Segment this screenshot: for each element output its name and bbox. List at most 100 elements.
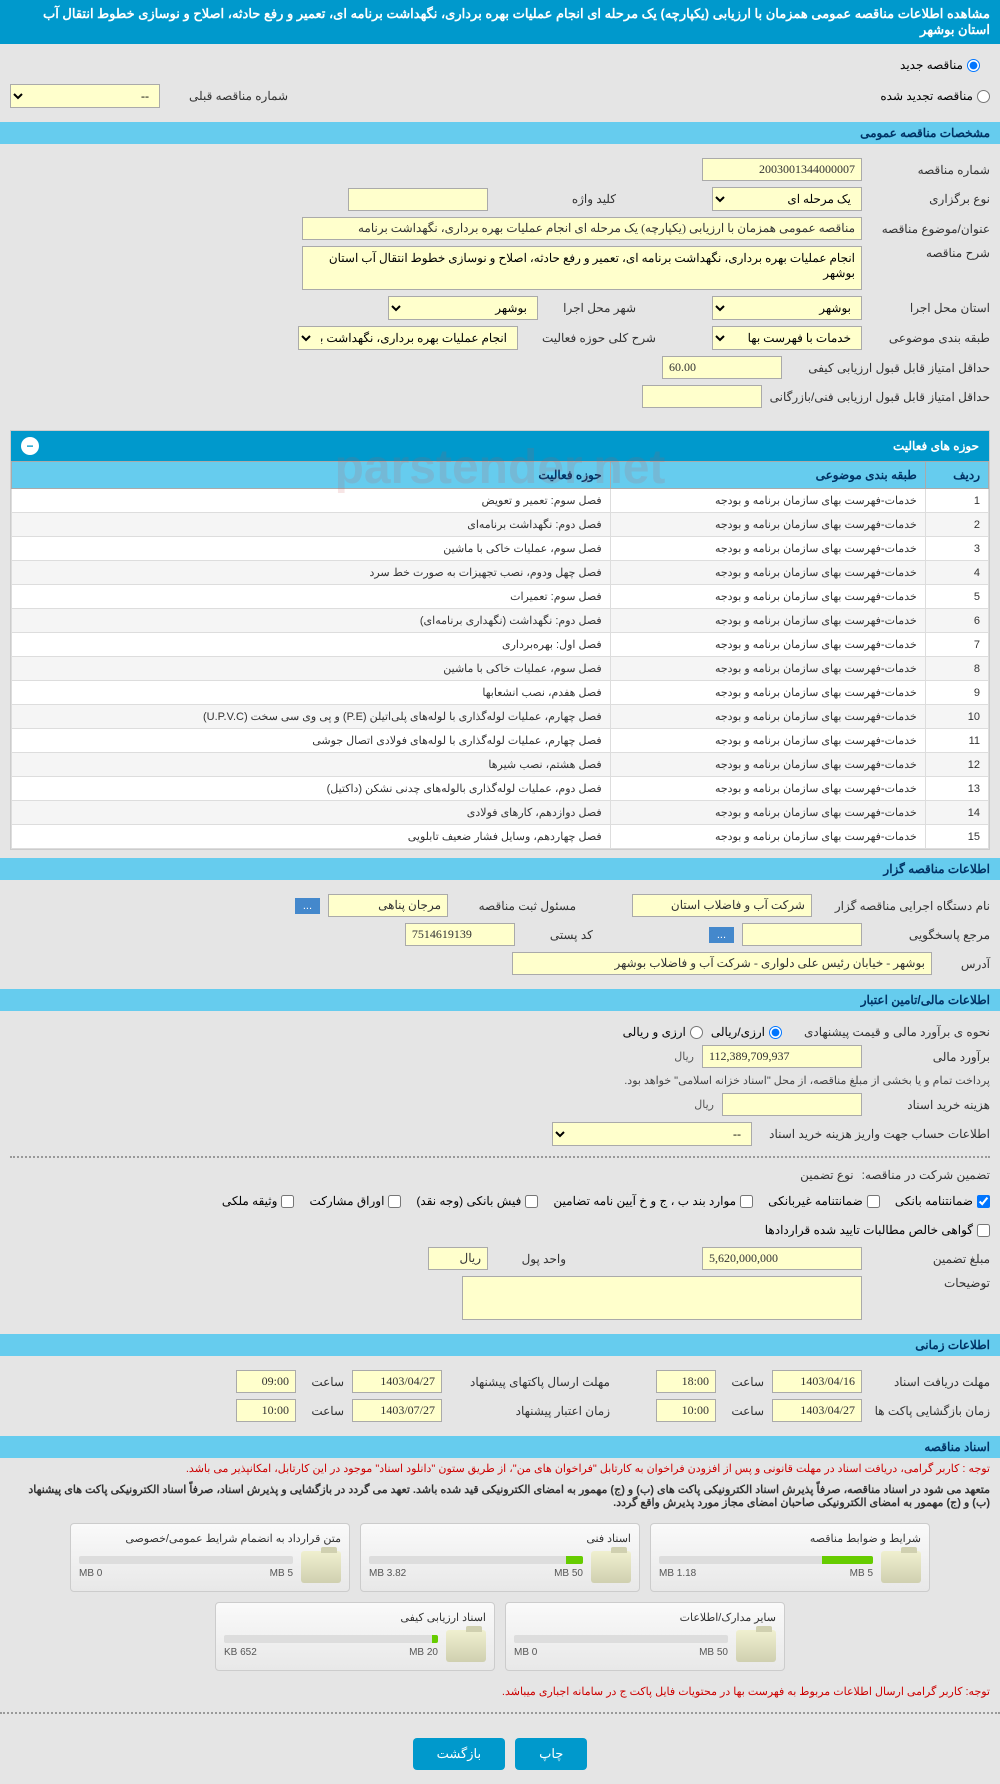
table-cell: خدمات-فهرست بهای سازمان برنامه و بودجه <box>610 609 925 633</box>
estimate-input[interactable] <box>702 1045 862 1068</box>
account-select[interactable]: -- <box>552 1122 752 1146</box>
scope-select[interactable]: انجام عملیات بهره برداری، نگهداشت برنامه… <box>298 326 518 350</box>
time-label-1: ساعت <box>724 1375 764 1389</box>
min-tech-input[interactable] <box>642 385 762 408</box>
validity-date[interactable] <box>352 1399 442 1422</box>
financial-header: اطلاعات مالی/تامین اعتبار <box>0 989 1000 1011</box>
table-cell: 14 <box>925 801 988 825</box>
timing-header: اطلاعات زمانی <box>0 1334 1000 1356</box>
table-cell: فصل چهاردهم، وسایل فشار ضعیف تابلویی <box>12 825 611 849</box>
file-card[interactable]: اسناد ارزیابی کیفی20 MB652 KB <box>215 1602 495 1671</box>
guarantee-checkbox[interactable] <box>281 1195 294 1208</box>
file-card[interactable]: متن قرارداد به انضمام شرایط عمومی/خصوصی5… <box>70 1523 350 1592</box>
method-radio-1[interactable] <box>769 1026 782 1039</box>
receive-date[interactable] <box>772 1370 862 1393</box>
tender-renewed-radio[interactable] <box>977 90 990 103</box>
prev-tender-select[interactable]: -- <box>10 84 160 108</box>
table-cell: 8 <box>925 657 988 681</box>
holding-type-select[interactable]: یک مرحله ای <box>712 187 862 211</box>
table-cell: 11 <box>925 729 988 753</box>
back-button[interactable]: بازگشت <box>413 1738 505 1770</box>
time-label-2: ساعت <box>304 1375 344 1389</box>
table-header-cell: ردیف <box>925 462 988 489</box>
guarantee-checkbox[interactable] <box>977 1195 990 1208</box>
tender-new-label: مناقصه جدید <box>900 58 963 72</box>
respondent-label: مرجع پاسخگویی <box>870 928 990 942</box>
registrar-more-button[interactable]: ... <box>295 898 320 914</box>
currency-unit: ريال <box>674 1050 694 1063</box>
collapse-icon[interactable]: − <box>21 437 39 455</box>
open-date[interactable] <box>772 1399 862 1422</box>
folder-icon <box>881 1551 921 1583</box>
table-cell: 2 <box>925 513 988 537</box>
file-total: 20 MB <box>409 1647 438 1658</box>
account-label: اطلاعات حساب جهت واریز هزینه خرید اسناد <box>760 1127 990 1141</box>
keyword-input[interactable] <box>348 188 488 211</box>
table-cell: فصل هشتم، نصب شیرها <box>12 753 611 777</box>
file-card[interactable]: شرایط و ضوابط مناقصه5 MB1.18 MB <box>650 1523 930 1592</box>
guarantee-checkbox[interactable] <box>740 1195 753 1208</box>
doc-note-2: متعهد می شود در اسناد مناقصه، صرفاً پذیر… <box>0 1479 1000 1513</box>
guarantee-checkbox[interactable] <box>977 1224 990 1237</box>
fin-desc-textarea[interactable] <box>462 1276 862 1320</box>
respondent-input[interactable] <box>742 923 862 946</box>
file-total: 50 MB <box>554 1568 583 1579</box>
respondent-more-button[interactable]: ... <box>709 927 734 943</box>
file-used: 3.82 MB <box>369 1568 406 1579</box>
submit-label: مهلت ارسال پاکتهای پیشنهاد <box>450 1375 610 1389</box>
table-row: 12خدمات-فهرست بهای سازمان برنامه و بودجه… <box>12 753 989 777</box>
desc-label: شرح مناقصه <box>870 246 990 260</box>
folder-icon <box>736 1630 776 1662</box>
tender-new-radio[interactable] <box>967 59 980 72</box>
method-label: نحوه ی برآورد مالی و قیمت پیشنهادی <box>790 1025 990 1039</box>
guarantee-checkbox[interactable] <box>388 1195 401 1208</box>
table-cell: 9 <box>925 681 988 705</box>
general-spec-section: شماره مناقصه نوع برگزاری یک مرحله ای کلی… <box>0 144 1000 422</box>
money-unit-input[interactable] <box>428 1247 488 1270</box>
submit-time[interactable] <box>236 1370 296 1393</box>
city-select[interactable]: بوشهر <box>388 296 538 320</box>
print-button[interactable]: چاپ <box>515 1738 587 1770</box>
file-card[interactable]: سایر مدارک/اطلاعات50 MB0 MB <box>505 1602 785 1671</box>
doc-cost-input[interactable] <box>722 1093 862 1116</box>
file-used: 1.18 MB <box>659 1568 696 1579</box>
guarantee-checkbox[interactable] <box>525 1195 538 1208</box>
table-cell: فصل هفدم، نصب انشعابها <box>12 681 611 705</box>
table-row: 13خدمات-فهرست بهای سازمان برنامه و بودجه… <box>12 777 989 801</box>
org-name-input[interactable] <box>632 894 812 917</box>
table-cell: 1 <box>925 489 988 513</box>
tender-no-label: شماره مناقصه <box>870 163 990 177</box>
file-title: اسناد ارزیابی کیفی <box>224 1611 486 1624</box>
desc-textarea[interactable]: انجام عملیات بهره برداری، نگهداشت برنامه… <box>302 246 862 290</box>
tender-no-input[interactable] <box>702 158 862 181</box>
activity-table-title: حوزه های فعالیت <box>893 439 979 453</box>
subject-input[interactable] <box>302 217 862 240</box>
estimate-label: برآورد مالی <box>870 1050 990 1064</box>
guarantee-option-label: ضمانتنامه غیربانکی <box>768 1194 863 1208</box>
file-card[interactable]: اسناد فنی50 MB3.82 MB <box>360 1523 640 1592</box>
address-input[interactable] <box>512 952 932 975</box>
tender-type-section: مناقصه جدید مناقصه تجدید شده شماره مناقص… <box>0 44 1000 122</box>
guarantee-checkbox[interactable] <box>867 1195 880 1208</box>
method-radio-2[interactable] <box>690 1026 703 1039</box>
guarantee-amount-input[interactable] <box>702 1247 862 1270</box>
tender-renewed-label: مناقصه تجدید شده <box>880 89 973 103</box>
holding-type-label: نوع برگزاری <box>870 192 990 206</box>
category-select[interactable]: خدمات با فهرست بها <box>712 326 862 350</box>
progress-bar <box>659 1556 873 1564</box>
province-label: استان محل اجرا <box>870 301 990 315</box>
validity-time[interactable] <box>236 1399 296 1422</box>
registrar-input[interactable] <box>328 894 448 917</box>
page-title: مشاهده اطلاعات مناقصه عمومی همزمان با ار… <box>0 0 1000 44</box>
receive-time[interactable] <box>656 1370 716 1393</box>
table-row: 11خدمات-فهرست بهای سازمان برنامه و بودجه… <box>12 729 989 753</box>
open-label: زمان بازگشایی پاکت ها <box>870 1404 990 1418</box>
min-quality-input[interactable] <box>662 356 782 379</box>
table-cell: خدمات-فهرست بهای سازمان برنامه و بودجه <box>610 777 925 801</box>
province-select[interactable]: بوشهر <box>712 296 862 320</box>
open-time[interactable] <box>656 1399 716 1422</box>
guarantee-type-label: نوع تضمین <box>784 1168 854 1182</box>
postal-input[interactable] <box>405 923 515 946</box>
table-row: 6خدمات-فهرست بهای سازمان برنامه و بودجهف… <box>12 609 989 633</box>
submit-date[interactable] <box>352 1370 442 1393</box>
